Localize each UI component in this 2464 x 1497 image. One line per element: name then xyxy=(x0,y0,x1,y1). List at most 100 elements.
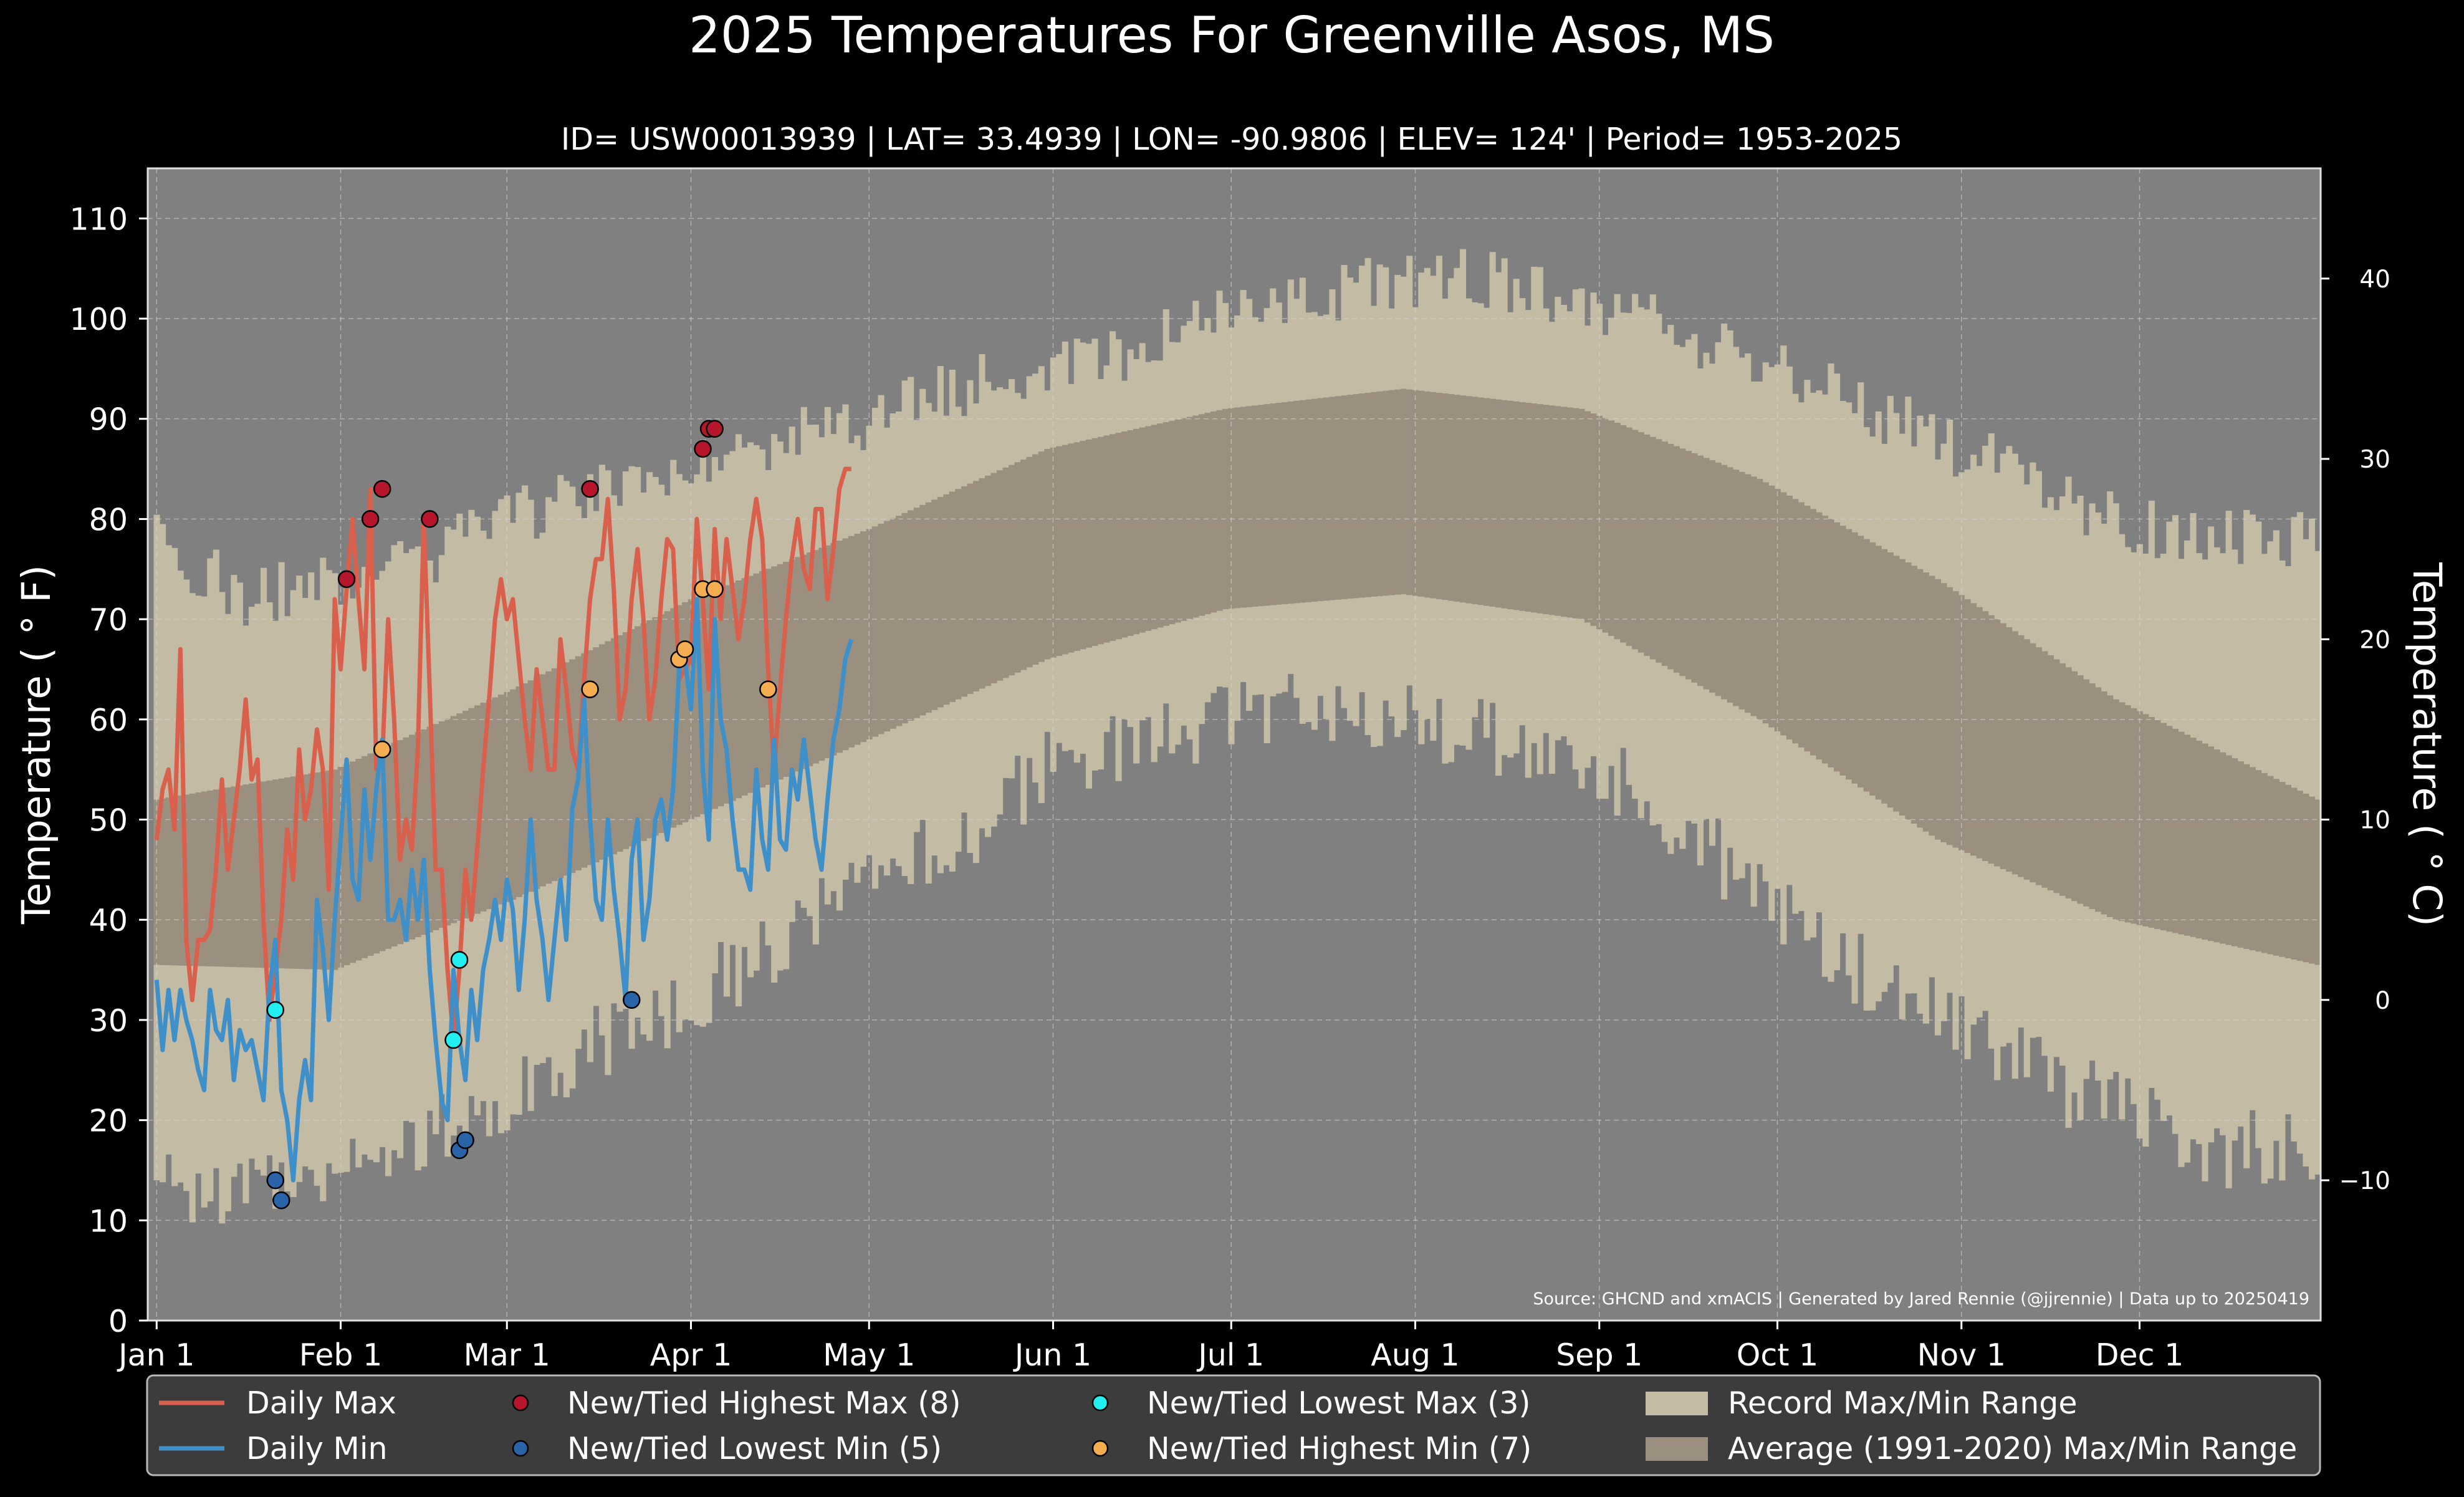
y-tick-label-left: 30 xyxy=(89,1003,128,1039)
average-range-bar xyxy=(1507,400,1514,610)
average-range-bar xyxy=(908,510,914,721)
average-range-bar xyxy=(1804,506,1811,752)
average-range-bar xyxy=(1234,407,1241,609)
average-range-bar xyxy=(1709,460,1716,693)
average-range-bar xyxy=(1543,405,1550,615)
average-range-bar xyxy=(1821,516,1829,764)
average-range-bar xyxy=(2095,687,2102,912)
average-range-bar xyxy=(1406,389,1413,595)
average-range-bar xyxy=(391,743,398,947)
legend-highest_max-swatch xyxy=(512,1394,529,1412)
average-range-bar xyxy=(2202,743,2208,940)
average-range-bar xyxy=(415,732,421,938)
average-range-bar xyxy=(972,481,980,691)
average-range-bar xyxy=(896,516,903,726)
average-range-bar xyxy=(990,473,997,683)
legend-daily_max-label: Daily Max xyxy=(246,1385,396,1421)
highest-max-dot xyxy=(337,570,356,589)
average-range-bar xyxy=(2190,738,2197,937)
series-layer xyxy=(154,420,854,1210)
average-range-bar xyxy=(492,697,499,907)
average-range-bar xyxy=(1548,405,1555,615)
average-range-bar xyxy=(860,531,867,743)
average-range-bar xyxy=(563,662,570,876)
average-range-bar xyxy=(884,521,891,732)
legend-record_range-label: Record Max/Min Range xyxy=(1728,1385,2078,1421)
average-range-bar xyxy=(314,772,320,970)
average-range-bar xyxy=(219,788,226,967)
average-range-bar xyxy=(1026,456,1033,668)
average-range-bar xyxy=(2243,764,2250,950)
average-range-bar xyxy=(913,508,920,718)
average-range-bar xyxy=(1484,398,1490,606)
x-tick-label: Sep 1 xyxy=(1556,1337,1642,1373)
average-range-bar xyxy=(1228,408,1235,609)
average-range-bar xyxy=(1513,401,1520,610)
average-range-bar xyxy=(480,703,487,912)
average-range-bar xyxy=(1922,572,1929,832)
average-range-bar xyxy=(1181,418,1187,621)
average-range-bar xyxy=(795,557,802,772)
highest-max-dot xyxy=(706,420,724,438)
y-tick-label-right: 20 xyxy=(2359,626,2390,654)
average-range-bar xyxy=(1596,415,1603,630)
average-range-bar xyxy=(1940,583,1947,842)
highest-min-dot xyxy=(706,580,724,599)
average-range-bar xyxy=(1032,454,1039,665)
average-range-bar xyxy=(997,470,1004,681)
average-range-bar xyxy=(2006,627,2013,872)
average-range-bar xyxy=(2089,683,2096,910)
average-range-bar xyxy=(1014,462,1021,673)
average-range-bar xyxy=(854,534,861,745)
average-range-bar xyxy=(1519,402,1526,611)
legend-highest_max-label: New/Tied Highest Max (8) xyxy=(567,1385,961,1421)
legend-lowest_min-label: New/Tied Lowest Min (5) xyxy=(567,1431,942,1466)
average-range-bar xyxy=(949,491,956,702)
average-range-bar xyxy=(1091,438,1098,646)
average-range-bar xyxy=(605,641,611,857)
average-range-bar xyxy=(1109,434,1116,641)
average-range-bar xyxy=(1465,396,1472,604)
average-range-bar xyxy=(1531,403,1538,613)
average-range-bar xyxy=(379,748,386,951)
average-range-bar xyxy=(925,502,932,713)
average-range-bar xyxy=(1578,408,1585,620)
lowest-min-dot xyxy=(266,1171,285,1190)
average-range-bar xyxy=(2011,631,2018,875)
average-range-bar xyxy=(1632,430,1639,650)
legend-box xyxy=(146,1374,2321,1476)
average-range-bar xyxy=(1371,392,1378,597)
average-range-bar xyxy=(1637,432,1644,653)
average-range-bar xyxy=(171,796,178,966)
average-range-bar xyxy=(901,513,908,724)
average-range-bar xyxy=(278,778,285,969)
legend-lowest_min-swatch xyxy=(512,1440,529,1457)
average-range-bar xyxy=(1858,536,1864,788)
average-range-bar xyxy=(1697,455,1704,686)
average-range-bar xyxy=(1768,485,1775,728)
average-range-bar xyxy=(1198,414,1205,616)
x-tick-label: Aug 1 xyxy=(1371,1337,1459,1373)
average-range-bar xyxy=(1679,448,1686,676)
average-range-bar xyxy=(1471,397,1479,605)
average-range-bar xyxy=(224,787,231,967)
average-range-bar xyxy=(522,683,529,895)
x-tick-label: Dec 1 xyxy=(2096,1337,2184,1373)
average-range-bar xyxy=(878,523,884,734)
average-range-bar xyxy=(635,626,641,844)
average-range-bar xyxy=(2101,691,2107,915)
average-range-bar xyxy=(1204,413,1211,615)
average-range-bar xyxy=(830,543,837,756)
y-tick-label-left: 60 xyxy=(89,703,128,738)
highest-max-dot xyxy=(361,510,380,528)
average-range-bar xyxy=(2131,708,2137,924)
average-range-bar xyxy=(581,653,588,868)
lowest-max-dot xyxy=(444,1031,463,1049)
average-range-bar xyxy=(2000,623,2006,869)
average-range-bar xyxy=(1145,426,1152,631)
average-range-bar xyxy=(2220,752,2227,944)
average-range-bar xyxy=(889,518,896,729)
average-range-bar xyxy=(1258,405,1265,607)
average-range-bar xyxy=(1383,390,1389,596)
average-range-bar xyxy=(610,638,618,855)
